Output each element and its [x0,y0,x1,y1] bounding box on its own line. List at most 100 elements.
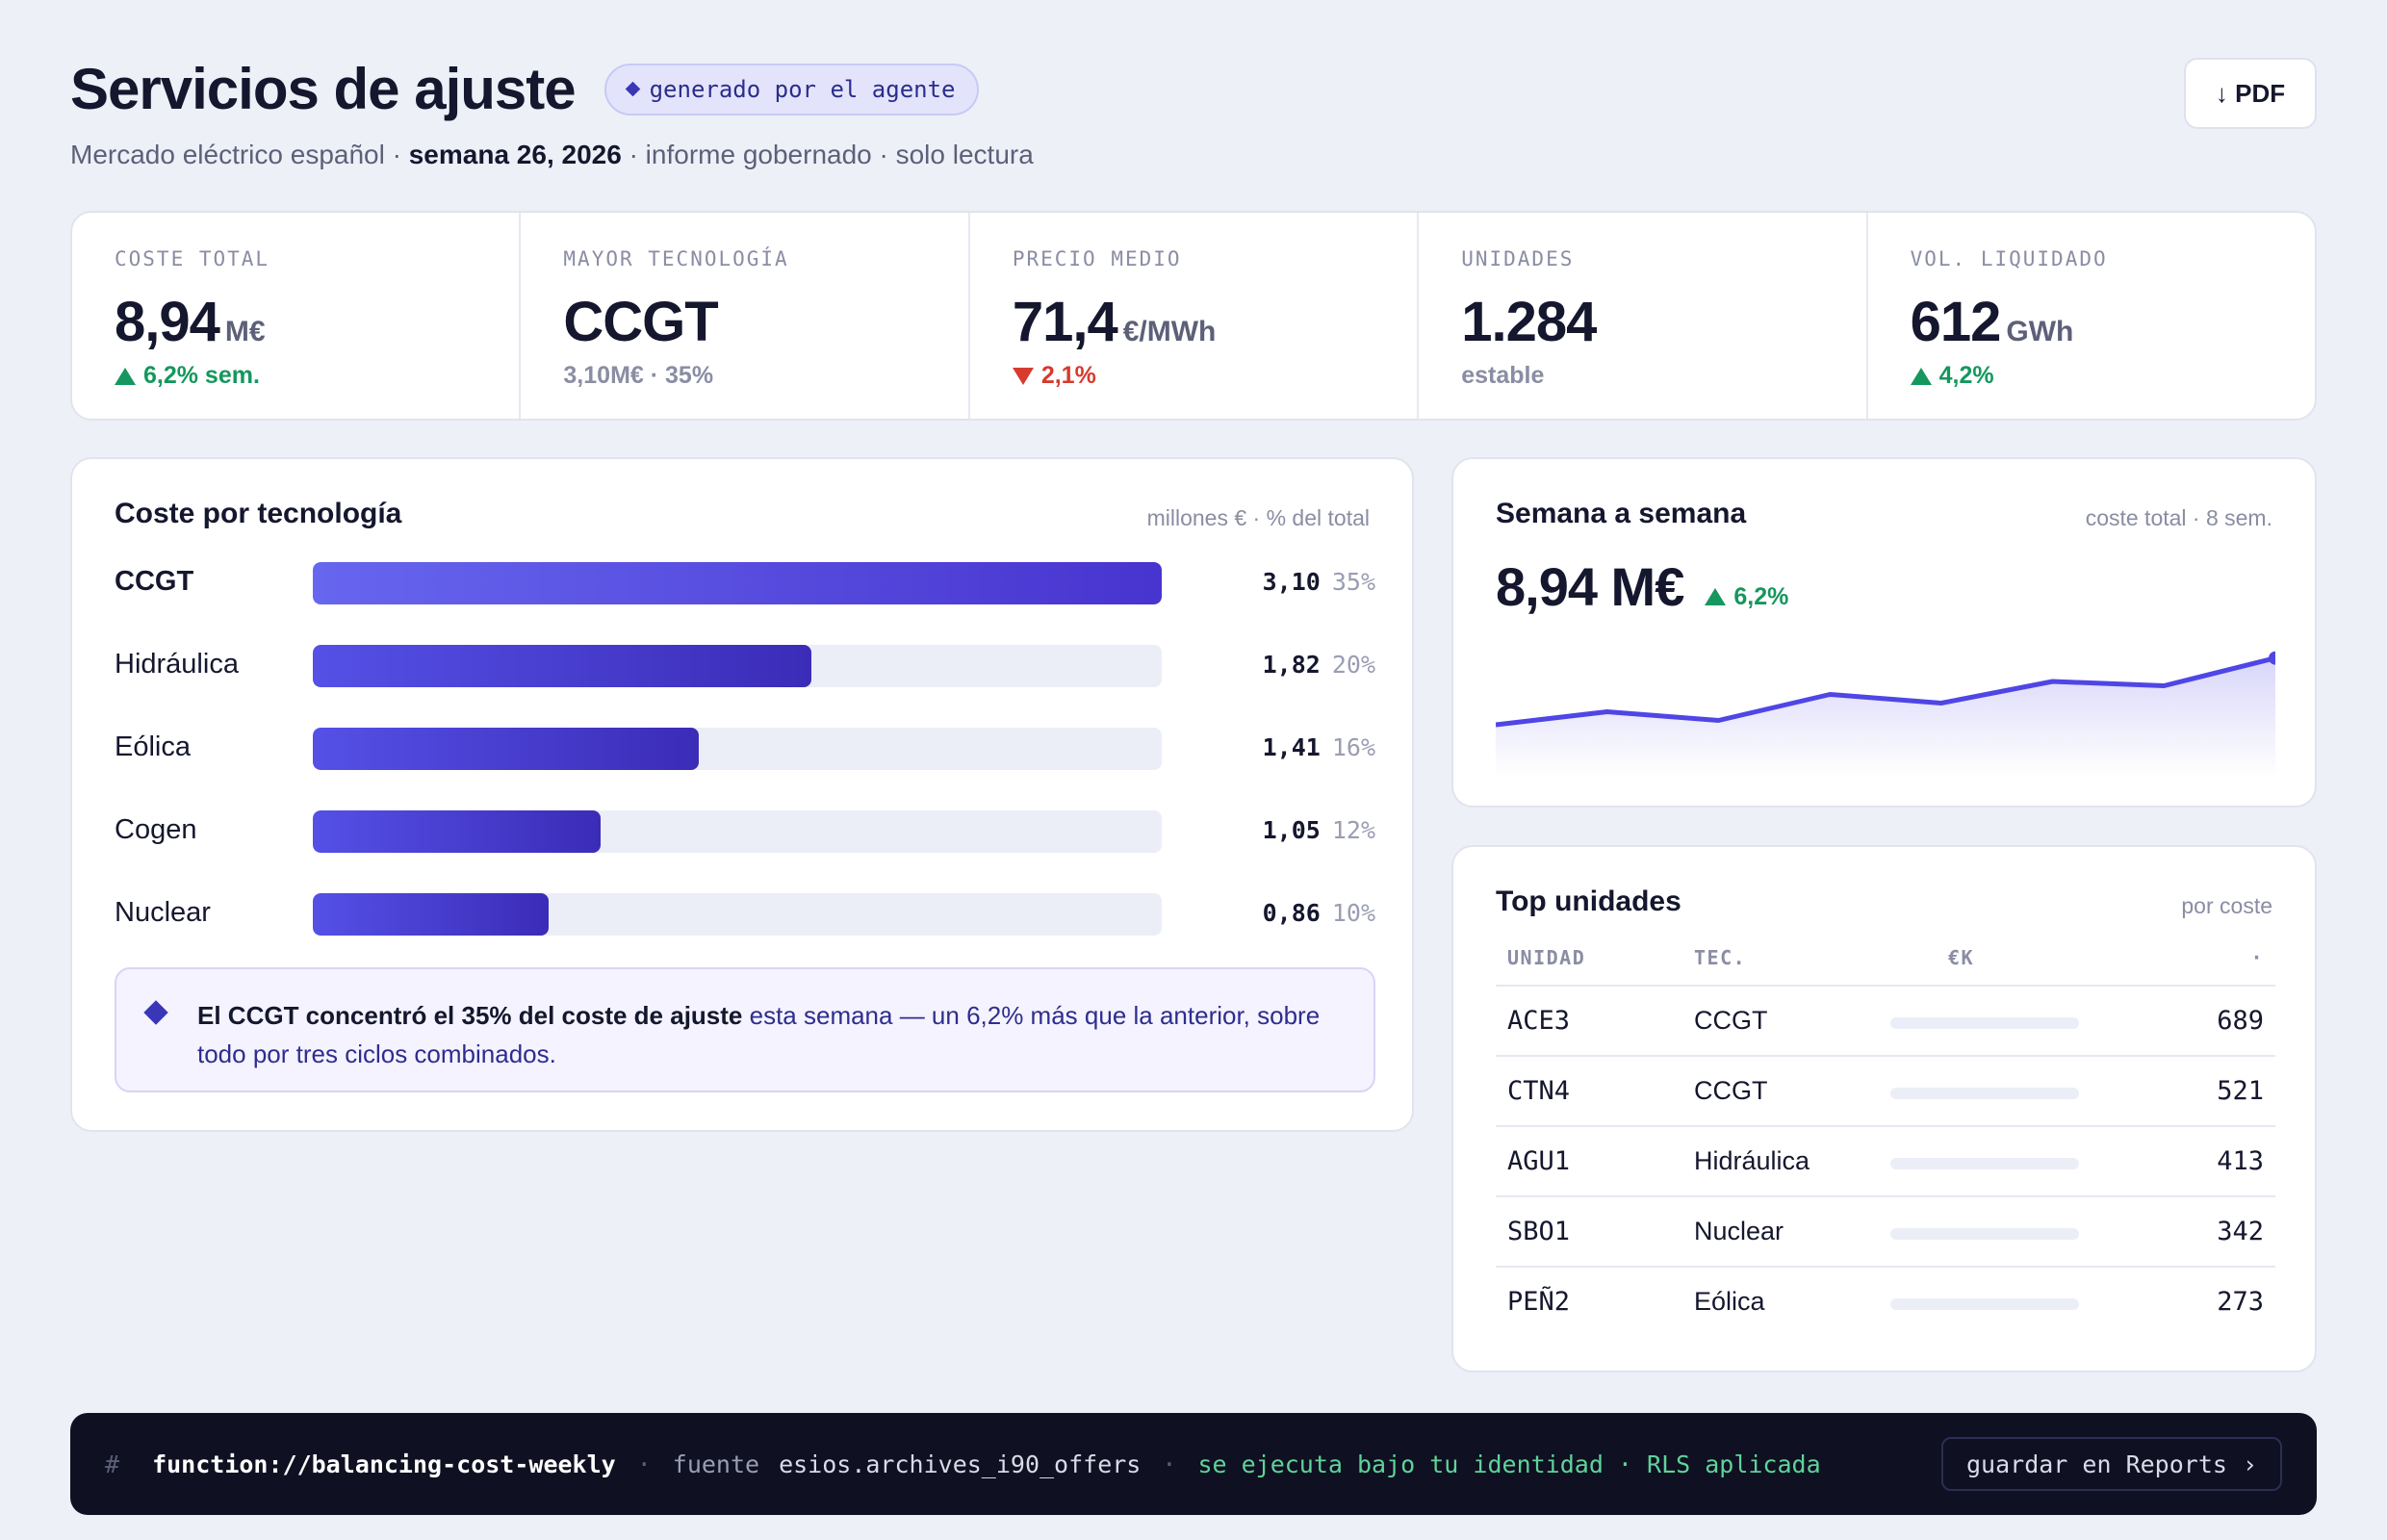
technology-value: 3,10 35% [1263,568,1375,596]
unit-code: SBO1 [1507,1217,1571,1246]
technology-value: 1,82 20% [1263,651,1375,679]
kpi-unit: M€ [224,316,266,347]
kpi-delta-text: 4,2% [1938,362,1994,389]
bar-track [313,810,1162,853]
page-title: Servicios de ajuste [70,57,577,121]
technology-name: Eólica [115,732,191,762]
cost-share: 16% [1331,733,1375,761]
bar-track [313,893,1162,936]
unit-technology: Hidráulica [1694,1146,1810,1175]
unit-code: ACE3 [1507,1006,1571,1036]
kpi-value: 1.284 [1461,291,1597,353]
week-delta-text: 6,2% [1733,582,1789,610]
unit-code: PEÑ2 [1507,1287,1571,1317]
table-row[interactable]: ACE3 CCGT 689 [1496,985,2275,1055]
bar-track [313,728,1162,770]
cost-value: 0,86 [1262,899,1321,927]
kpi-delta: estable [1461,362,1865,390]
insight-text: esta semana — un 6,2% más que la anterio… [197,1001,1321,1068]
card-title: Coste por tecnología [115,498,402,529]
technology-name: Hidráulica [115,649,239,680]
unit-cost-bar [1890,1228,2079,1240]
diamond-icon [625,81,640,97]
triangle-up-icon [1910,367,1932,385]
cost-value: 1,41 [1262,733,1321,761]
unit-cost-value: 413 [2217,1146,2264,1176]
kpi-value: CCGT [563,291,718,353]
kpi-delta: 3,10M€ · 35% [563,362,967,390]
bar-fill [313,562,1162,604]
bar-track [313,562,1162,604]
kpi-delta-text: 6,2% sem. [143,362,260,389]
bar-fill [313,810,601,853]
unit-cost-bar [1890,1298,2079,1310]
agent-badge: generado por el agente [603,63,979,116]
hash-icon: # [105,1450,120,1478]
unit-code: AGU1 [1507,1146,1571,1176]
table-row[interactable]: CTN4 CCGT 521 [1496,1055,2275,1125]
diamond-icon [143,1000,168,1025]
week-total-value: 8,94 M€ [1496,556,1684,617]
cost-value: 3,10 [1262,568,1321,596]
identity-note: se ejecuta bajo tu identidad · RLS aplic… [1197,1450,1821,1478]
kpi-value: 612 [1910,291,2002,353]
save-to-reports-label: guardar en Reports [1966,1450,2227,1478]
kpi-strip: COSTE TOTAL 8,94 M€ 6,2% sem. MAYOR TECNO… [70,211,2317,421]
table-row[interactable]: AGU1 Hidráulica 413 [1496,1125,2275,1195]
triangle-up-icon [1705,588,1727,605]
kpi-unit: GWh [2006,316,2074,347]
separator: · [636,1450,652,1478]
bar-fill [313,645,811,687]
technology-name: Nuclear [115,897,211,928]
kpi-top-technology: MAYOR TECNOLOGÍA CCGT 3,10M€ · 35% [519,213,967,419]
cost-value: 1,05 [1262,816,1321,844]
technology-bar-row: CCGT 3,10 35% [115,562,1375,604]
unit-technology: Eólica [1694,1287,1765,1316]
cost-share: 12% [1331,816,1375,844]
unit-cost-bar [1890,1017,2079,1029]
technology-value: 0,86 10% [1263,899,1375,927]
week-delta: 6,2% [1705,583,1788,611]
card-meta: millones € · % del total [1146,505,1370,530]
cost-by-technology-card: Coste por tecnología millones € · % del … [70,457,1414,1132]
technology-bar-row: Hidráulica 1,82 20% [115,645,1375,687]
header-tec: TEC. [1694,946,1747,969]
cost-share: 35% [1331,568,1375,596]
kpi-delta: 4,2% [1910,362,2315,390]
chevron-right-icon: › [2242,1450,2257,1478]
technology-bar-row: Eólica 1,41 16% [115,728,1375,770]
technology-value: 1,41 16% [1263,733,1375,761]
save-to-reports-button[interactable]: guardar en Reports › [1941,1437,2282,1491]
triangle-up-icon [115,367,136,385]
kpi-total-cost: COSTE TOTAL 8,94 M€ 6,2% sem. [72,213,519,419]
table-row[interactable]: PEÑ2 Eólica 273 [1496,1266,2275,1336]
kpi-units: UNIDADES 1.284 estable [1417,213,1865,419]
unit-cost-value: 342 [2217,1217,2264,1246]
kpi-settled-volume: VOL. LIQUIDADO 612 GWh 4,2% [1865,213,2315,419]
table-row[interactable]: SBO1 Nuclear 342 [1496,1195,2275,1266]
unit-cost-bar [1890,1088,2079,1099]
technology-name: CCGT [115,566,194,597]
unit-technology: Nuclear [1694,1217,1784,1245]
kpi-label: MAYOR TECNOLOGÍA [563,247,789,270]
kpi-delta-text: 3,10M€ · 35% [563,362,714,389]
pdf-download-button[interactable]: ↓ PDF [2184,58,2317,129]
card-meta: coste total · 8 sem. [2085,505,2272,530]
kpi-delta: 2,1% [1012,362,1417,390]
technology-bar-row: Nuclear 0,86 10% [115,893,1375,936]
header-dot: · [2250,946,2264,969]
top-units-card: Top unidades por coste UNIDAD TEC. €K · … [1451,845,2317,1373]
triangle-down-icon [1012,367,1034,385]
kpi-label: COSTE TOTAL [115,247,270,270]
function-name: function://balancing-cost-weekly [152,1450,616,1478]
unit-cost-bar [1890,1158,2079,1169]
cost-value: 1,82 [1262,651,1321,679]
unit-cost-value: 521 [2217,1076,2264,1106]
card-title: Top unidades [1496,886,1681,917]
agent-badge-label: generado por el agente [649,75,956,103]
subtitle-governance: · informe gobernado · solo lectura [621,140,1034,169]
unit-technology: CCGT [1694,1006,1768,1035]
week-total: 8,94 M€ 6,2% [1496,555,1788,618]
kpi-average-price: PRECIO MEDIO 71,4 €/MWh 2,1% [967,213,1417,419]
source-name: esios.archives_i90_offers [779,1450,1142,1478]
